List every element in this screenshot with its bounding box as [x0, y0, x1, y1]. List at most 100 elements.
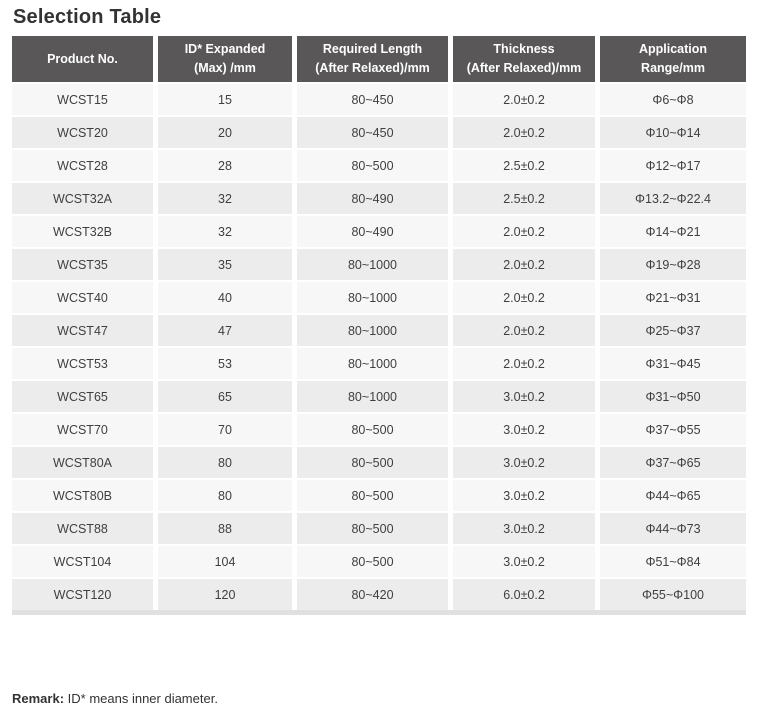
cell-id-expanded: 80 [153, 445, 292, 478]
cell-required-length: 80~1000 [292, 379, 448, 412]
cell-application-range: Φ44~Φ73 [595, 511, 746, 544]
cell-application-range: Φ37~Φ65 [595, 445, 746, 478]
cell-product-no: WCST32B [12, 214, 153, 247]
cell-required-length: 80~490 [292, 214, 448, 247]
table-header: Product No. ID* Expanded (Max) /mm Require… [12, 36, 746, 82]
cell-thickness: 2.0±0.2 [448, 247, 595, 280]
cell-product-no: WCST104 [12, 544, 153, 577]
cell-id-expanded: 15 [153, 82, 292, 115]
cell-application-range: Φ13.2~Φ22.4 [595, 181, 746, 214]
column-header-application-range: Application Range/mm [595, 36, 746, 82]
cell-required-length: 80~500 [292, 148, 448, 181]
table-row: WCST80A 80 80~500 3.0±0.2 Φ37~Φ65 [12, 445, 746, 478]
cell-required-length: 80~500 [292, 412, 448, 445]
cell-application-range: Φ25~Φ37 [595, 313, 746, 346]
cell-product-no: WCST40 [12, 280, 153, 313]
cell-required-length: 80~490 [292, 181, 448, 214]
cell-id-expanded: 70 [153, 412, 292, 445]
cell-product-no: WCST80A [12, 445, 153, 478]
selection-table: Product No. ID* Expanded (Max) /mm Require… [12, 36, 746, 610]
table-row: WCST20 20 80~450 2.0±0.2 Φ10~Φ14 [12, 115, 746, 148]
cell-application-range: Φ31~Φ45 [595, 346, 746, 379]
cell-product-no: WCST70 [12, 412, 153, 445]
cell-application-range: Φ44~Φ65 [595, 478, 746, 511]
cell-id-expanded: 40 [153, 280, 292, 313]
table-row: WCST32B 32 80~490 2.0±0.2 Φ14~Φ21 [12, 214, 746, 247]
table-row: WCST80B 80 80~500 3.0±0.2 Φ44~Φ65 [12, 478, 746, 511]
column-header-thickness: Thickness (After Relaxed)/mm [448, 36, 595, 82]
cell-application-range: Φ14~Φ21 [595, 214, 746, 247]
remark-label: Remark: [12, 691, 65, 706]
column-header-product-no: Product No. [12, 36, 153, 82]
cell-application-range: Φ31~Φ50 [595, 379, 746, 412]
cell-thickness: 2.0±0.2 [448, 115, 595, 148]
cell-application-range: Φ19~Φ28 [595, 247, 746, 280]
cell-product-no: WCST53 [12, 346, 153, 379]
table-row: WCST15 15 80~450 2.0±0.2 Φ6~Φ8 [12, 82, 746, 115]
table-bottom-strip [12, 610, 746, 615]
cell-required-length: 80~450 [292, 82, 448, 115]
table-row: WCST28 28 80~500 2.5±0.2 Φ12~Φ17 [12, 148, 746, 181]
cell-application-range: Φ10~Φ14 [595, 115, 746, 148]
cell-application-range: Φ21~Φ31 [595, 280, 746, 313]
cell-thickness: 2.5±0.2 [448, 181, 595, 214]
cell-application-range: Φ51~Φ84 [595, 544, 746, 577]
cell-thickness: 3.0±0.2 [448, 379, 595, 412]
cell-id-expanded: 20 [153, 115, 292, 148]
cell-application-range: Φ37~Φ55 [595, 412, 746, 445]
table-row: WCST88 88 80~500 3.0±0.2 Φ44~Φ73 [12, 511, 746, 544]
table-row: WCST53 53 80~1000 2.0±0.2 Φ31~Φ45 [12, 346, 746, 379]
cell-application-range: Φ55~Φ100 [595, 577, 746, 610]
table-body: WCST15 15 80~450 2.0±0.2 Φ6~Φ8 WCST20 20 80~450… [12, 82, 746, 610]
cell-product-no: WCST88 [12, 511, 153, 544]
page: Selection Table Product No. ID* Expanded … [0, 7, 758, 706]
table-row: WCST70 70 80~500 3.0±0.2 Φ37~Φ55 [12, 412, 746, 445]
table-row: WCST65 65 80~1000 3.0±0.2 Φ31~Φ50 [12, 379, 746, 412]
cell-thickness: 2.0±0.2 [448, 346, 595, 379]
cell-id-expanded: 32 [153, 181, 292, 214]
column-header-id-expanded: ID* Expanded (Max) /mm [153, 36, 292, 82]
cell-thickness: 3.0±0.2 [448, 412, 595, 445]
cell-thickness: 3.0±0.2 [448, 544, 595, 577]
cell-thickness: 3.0±0.2 [448, 511, 595, 544]
cell-required-length: 80~500 [292, 511, 448, 544]
cell-product-no: WCST32A [12, 181, 153, 214]
cell-id-expanded: 65 [153, 379, 292, 412]
page-title: Selection Table [13, 6, 162, 28]
cell-id-expanded: 35 [153, 247, 292, 280]
table-row: WCST104 104 80~500 3.0±0.2 Φ51~Φ84 [12, 544, 746, 577]
cell-required-length: 80~1000 [292, 313, 448, 346]
cell-product-no: WCST65 [12, 379, 153, 412]
cell-required-length: 80~450 [292, 115, 448, 148]
cell-thickness: 2.0±0.2 [448, 214, 595, 247]
cell-thickness: 3.0±0.2 [448, 445, 595, 478]
cell-application-range: Φ12~Φ17 [595, 148, 746, 181]
cell-thickness: 2.0±0.2 [448, 82, 595, 115]
cell-product-no: WCST20 [12, 115, 153, 148]
cell-thickness: 2.0±0.2 [448, 313, 595, 346]
column-header-required-length: Required Length (After Relaxed)/mm [292, 36, 448, 82]
cell-required-length: 80~500 [292, 544, 448, 577]
cell-application-range: Φ6~Φ8 [595, 82, 746, 115]
remark: Remark: ID* means inner diameter. [12, 691, 758, 706]
table-header-row: Product No. ID* Expanded (Max) /mm Require… [12, 36, 746, 82]
cell-id-expanded: 104 [153, 544, 292, 577]
remark-text: ID* means inner diameter. [64, 691, 218, 706]
cell-product-no: WCST35 [12, 247, 153, 280]
cell-product-no: WCST120 [12, 577, 153, 610]
cell-id-expanded: 80 [153, 478, 292, 511]
cell-required-length: 80~1000 [292, 247, 448, 280]
cell-id-expanded: 28 [153, 148, 292, 181]
cell-required-length: 80~1000 [292, 346, 448, 379]
cell-required-length: 80~500 [292, 478, 448, 511]
cell-required-length: 80~1000 [292, 280, 448, 313]
cell-thickness: 2.0±0.2 [448, 280, 595, 313]
cell-product-no: WCST15 [12, 82, 153, 115]
cell-id-expanded: 120 [153, 577, 292, 610]
cell-required-length: 80~420 [292, 577, 448, 610]
cell-id-expanded: 47 [153, 313, 292, 346]
cell-product-no: WCST80B [12, 478, 153, 511]
table-row: WCST120 120 80~420 6.0±0.2 Φ55~Φ100 [12, 577, 746, 610]
cell-product-no: WCST28 [12, 148, 153, 181]
cell-thickness: 3.0±0.2 [448, 478, 595, 511]
